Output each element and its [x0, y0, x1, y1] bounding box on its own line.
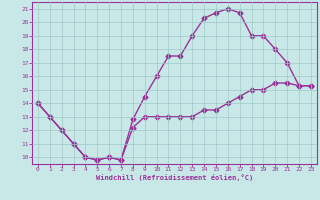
X-axis label: Windchill (Refroidissement éolien,°C): Windchill (Refroidissement éolien,°C) — [96, 174, 253, 181]
